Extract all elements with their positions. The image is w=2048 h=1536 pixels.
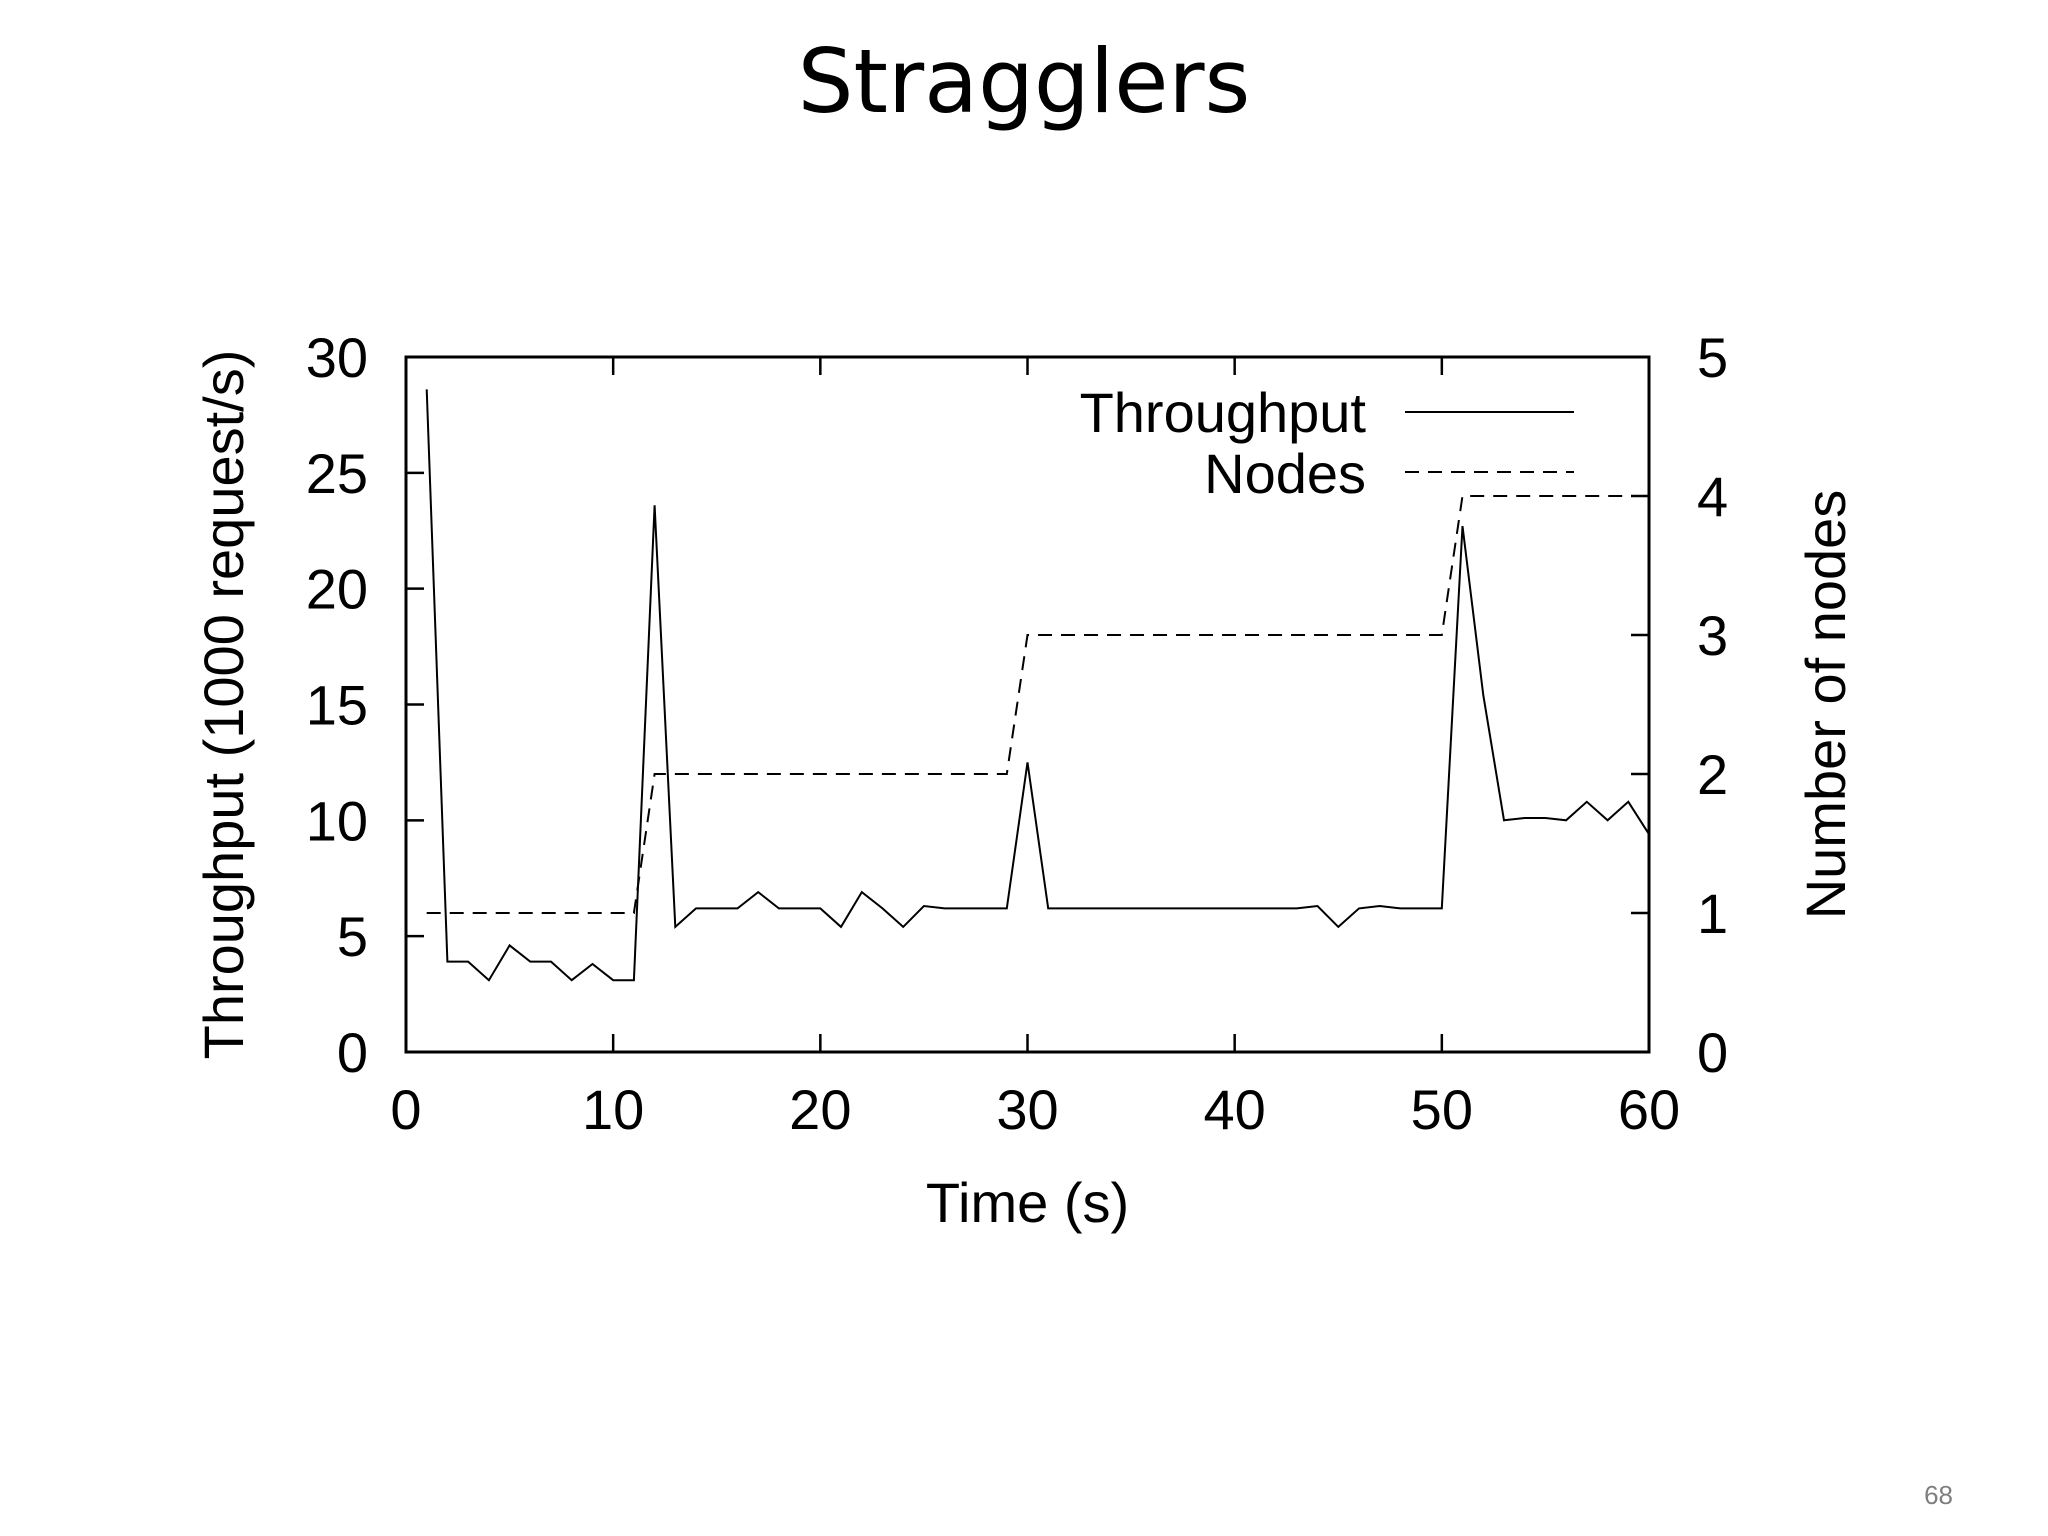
series-line-nodes xyxy=(426,495,1649,914)
x-tick-label: 0 xyxy=(390,1078,421,1141)
x-tick-label: 50 xyxy=(1411,1078,1473,1141)
y2-tick-label: 4 xyxy=(1697,465,1728,528)
y-tick-label: 5 xyxy=(337,905,368,968)
slide-title: Stragglers xyxy=(797,30,1251,133)
y-tick-label: 30 xyxy=(306,326,368,389)
legend-label-nodes: Nodes xyxy=(1204,442,1366,505)
y-tick-label: 20 xyxy=(306,558,368,621)
y2-axis-label: Number of nodes xyxy=(1794,490,1857,920)
page-number: 68 xyxy=(1924,1480,1953,1510)
x-tick-label: 60 xyxy=(1618,1078,1680,1141)
x-tick-label: 30 xyxy=(996,1078,1058,1141)
legend: Throughput Nodes xyxy=(1080,381,1574,505)
series-lines xyxy=(425,389,1650,982)
y2-tick-label: 5 xyxy=(1697,326,1728,389)
series-line-throughput xyxy=(425,389,1650,982)
y2-tick-label: 3 xyxy=(1697,604,1728,667)
legend-label-throughput: Throughput xyxy=(1080,381,1367,444)
x-tick-label: 40 xyxy=(1204,1078,1266,1141)
y-tick-label: 0 xyxy=(337,1021,368,1084)
y-axis-label: Throughput (1000 request/s) xyxy=(192,350,255,1060)
y2-tick-label: 1 xyxy=(1697,882,1728,945)
tick-labels: 0 10 20 30 40 50 60 0 5 10 15 20 25 30 0 1 2 3 4 5 xyxy=(306,326,1728,1141)
y-tick-label: 10 xyxy=(306,789,368,852)
plot-frame xyxy=(404,355,1651,1054)
x-tick-label: 20 xyxy=(789,1078,851,1141)
axis-ticks xyxy=(404,355,1651,1054)
y2-tick-label: 0 xyxy=(1697,1021,1728,1084)
x-tick-label: 10 xyxy=(582,1078,644,1141)
x-axis-label: Time (s) xyxy=(926,1171,1129,1234)
y-tick-label: 15 xyxy=(306,674,368,737)
y-tick-label: 25 xyxy=(306,442,368,505)
y2-tick-label: 2 xyxy=(1697,743,1728,806)
